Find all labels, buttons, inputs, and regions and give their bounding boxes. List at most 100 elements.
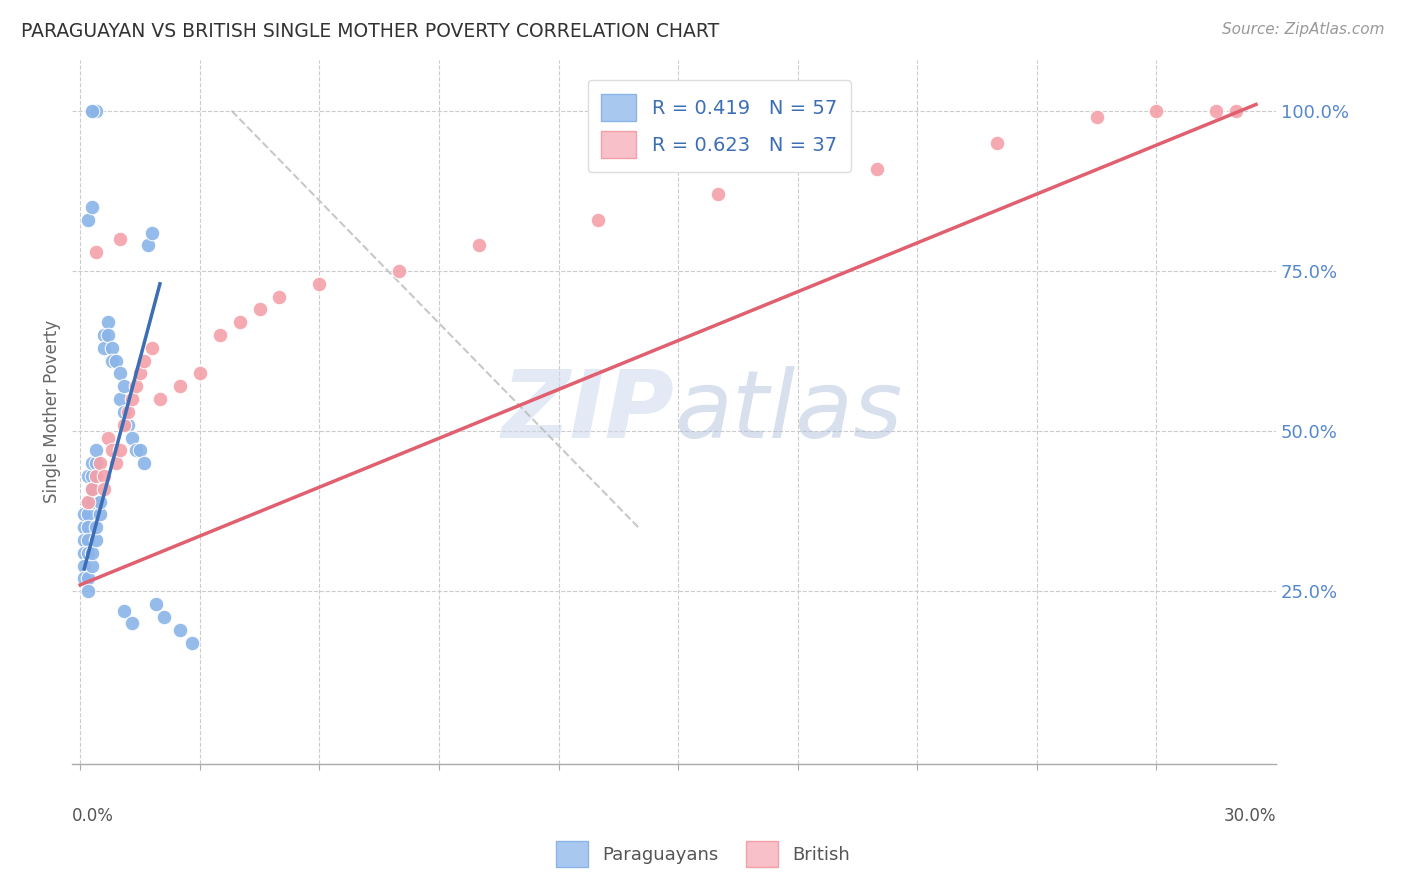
Point xyxy=(82,456,104,470)
Point xyxy=(77,584,100,599)
Point xyxy=(77,508,100,522)
Point xyxy=(84,533,107,547)
Point xyxy=(866,161,889,176)
Point xyxy=(169,623,191,637)
Legend: Paraguayans, British: Paraguayans, British xyxy=(548,834,858,874)
Point xyxy=(707,187,730,202)
Point xyxy=(84,103,107,118)
Point xyxy=(84,520,107,534)
Point xyxy=(89,508,111,522)
Point xyxy=(108,443,131,458)
Point xyxy=(169,379,191,393)
Text: 30.0%: 30.0% xyxy=(1223,806,1277,824)
Point xyxy=(73,572,96,586)
Point xyxy=(129,443,152,458)
Point xyxy=(1144,103,1167,118)
Point xyxy=(77,494,100,508)
Point xyxy=(73,508,96,522)
Point xyxy=(121,616,143,631)
Point xyxy=(180,635,202,649)
Point xyxy=(93,469,115,483)
Point xyxy=(125,379,148,393)
Point xyxy=(117,405,139,419)
Point xyxy=(93,482,115,496)
Point xyxy=(77,520,100,534)
Point xyxy=(89,494,111,508)
Point xyxy=(105,456,128,470)
Point xyxy=(101,341,124,355)
Point xyxy=(129,367,152,381)
Point xyxy=(82,482,104,496)
Point xyxy=(82,200,104,214)
Point xyxy=(1205,103,1227,118)
Point xyxy=(73,533,96,547)
Point xyxy=(136,238,159,252)
Point xyxy=(97,431,120,445)
Point xyxy=(82,482,104,496)
Point xyxy=(84,244,107,259)
Text: 0.0%: 0.0% xyxy=(72,806,114,824)
Point xyxy=(121,392,143,406)
Point xyxy=(82,558,104,573)
Point xyxy=(141,341,163,355)
Point xyxy=(73,520,96,534)
Point xyxy=(117,417,139,432)
Point xyxy=(588,212,610,227)
Point xyxy=(84,456,107,470)
Point xyxy=(228,315,250,329)
Point xyxy=(82,103,104,118)
Point xyxy=(82,494,104,508)
Point xyxy=(132,353,155,368)
Point xyxy=(77,212,100,227)
Point xyxy=(89,456,111,470)
Point xyxy=(468,238,491,252)
Text: Source: ZipAtlas.com: Source: ZipAtlas.com xyxy=(1222,22,1385,37)
Point xyxy=(101,353,124,368)
Point xyxy=(112,405,135,419)
Point xyxy=(108,232,131,246)
Point xyxy=(269,290,291,304)
Point xyxy=(97,328,120,343)
Point xyxy=(112,417,135,432)
Point xyxy=(93,341,115,355)
Point xyxy=(84,443,107,458)
Point xyxy=(121,431,143,445)
Point xyxy=(93,328,115,343)
Point xyxy=(82,469,104,483)
Point xyxy=(77,533,100,547)
Point xyxy=(82,482,104,496)
Text: ZIP: ZIP xyxy=(501,366,673,458)
Point xyxy=(101,443,124,458)
Point xyxy=(82,103,104,118)
Y-axis label: Single Mother Poverty: Single Mother Poverty xyxy=(44,320,60,503)
Point xyxy=(132,456,155,470)
Point xyxy=(77,546,100,560)
Point xyxy=(1225,103,1247,118)
Point xyxy=(108,392,131,406)
Point xyxy=(73,558,96,573)
Point xyxy=(141,226,163,240)
Point xyxy=(73,546,96,560)
Legend: R = 0.419   N = 57, R = 0.623   N = 37: R = 0.419 N = 57, R = 0.623 N = 37 xyxy=(588,80,851,172)
Text: atlas: atlas xyxy=(673,367,903,458)
Point xyxy=(208,328,231,343)
Point xyxy=(308,277,330,291)
Point xyxy=(249,302,271,317)
Point xyxy=(77,572,100,586)
Point xyxy=(108,367,131,381)
Point xyxy=(1085,110,1108,124)
Point xyxy=(145,597,167,611)
Point xyxy=(77,494,100,508)
Point xyxy=(112,379,135,393)
Point xyxy=(97,315,120,329)
Point xyxy=(153,610,176,624)
Point xyxy=(125,443,148,458)
Point xyxy=(112,603,135,617)
Point xyxy=(82,546,104,560)
Point xyxy=(986,136,1008,150)
Point xyxy=(188,367,211,381)
Point xyxy=(84,469,107,483)
Point xyxy=(77,469,100,483)
Point xyxy=(388,264,411,278)
Point xyxy=(105,353,128,368)
